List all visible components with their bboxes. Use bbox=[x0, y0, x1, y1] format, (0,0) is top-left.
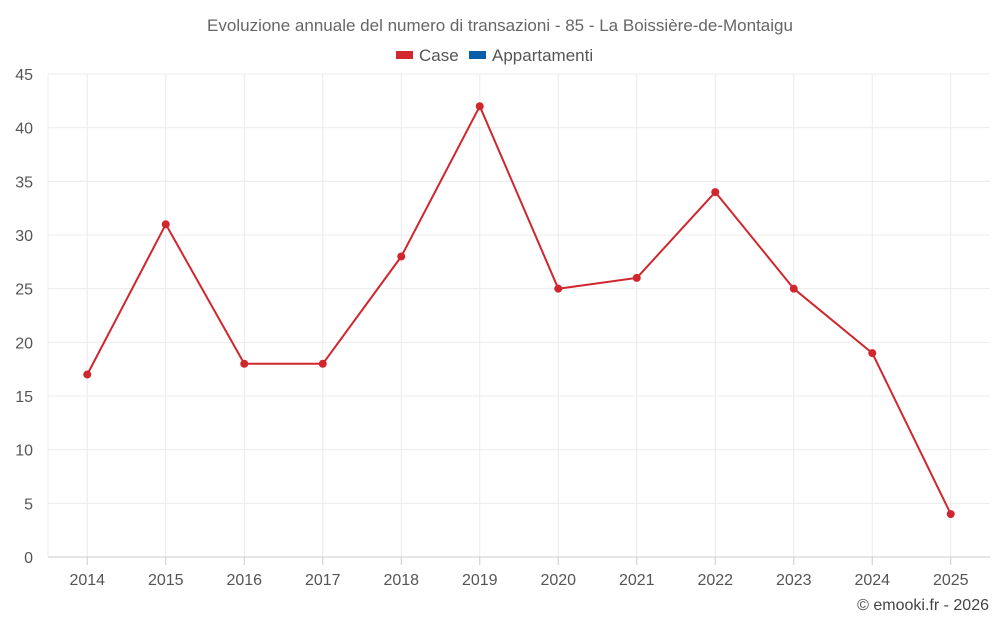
data-point[interactable] bbox=[868, 349, 877, 358]
legend-item-appartamenti[interactable]: Appartamenti bbox=[469, 46, 593, 65]
data-point[interactable] bbox=[632, 273, 641, 282]
series-line-case bbox=[86, 105, 952, 515]
series-layer bbox=[83, 102, 955, 519]
data-point[interactable] bbox=[711, 188, 720, 197]
y-tick-label: 5 bbox=[24, 496, 33, 513]
grid-lines bbox=[48, 73, 990, 557]
y-tick-label: 0 bbox=[24, 550, 33, 567]
y-tick-label: 40 bbox=[15, 121, 33, 138]
data-point[interactable] bbox=[397, 252, 406, 261]
data-point[interactable] bbox=[789, 284, 798, 293]
x-tick-label: 2017 bbox=[305, 572, 341, 589]
y-tick-label: 35 bbox=[15, 174, 33, 191]
x-tick-label: 2024 bbox=[854, 572, 890, 589]
x-tick-label: 2021 bbox=[619, 572, 655, 589]
data-point[interactable] bbox=[475, 102, 484, 111]
legend-item-case[interactable]: Case bbox=[396, 46, 459, 65]
x-tick-label: 2022 bbox=[697, 572, 733, 589]
data-point[interactable] bbox=[946, 510, 955, 519]
y-tick-label: 45 bbox=[15, 67, 33, 84]
x-tick-label: 2020 bbox=[540, 572, 576, 589]
y-tick-label: 20 bbox=[15, 335, 33, 352]
x-tick-label: 2016 bbox=[226, 572, 262, 589]
y-tick-label: 15 bbox=[15, 389, 33, 406]
legend-swatch bbox=[469, 51, 486, 59]
x-tick-label: 2014 bbox=[69, 572, 105, 589]
x-tick-label: 2018 bbox=[383, 572, 419, 589]
data-point[interactable] bbox=[240, 359, 249, 368]
y-axis: 0 5 10 15 20 25 30 35 40 45 bbox=[15, 67, 49, 567]
legend: Case Appartamenti bbox=[396, 46, 593, 65]
y-tick-label: 10 bbox=[15, 443, 33, 460]
y-tick-label: 30 bbox=[15, 228, 33, 245]
data-point[interactable] bbox=[554, 284, 563, 293]
x-tick-label: 2019 bbox=[462, 572, 498, 589]
data-point[interactable] bbox=[318, 359, 327, 368]
x-tick-label: 2025 bbox=[933, 572, 969, 589]
y-tick-label: 25 bbox=[15, 282, 33, 299]
legend-swatch bbox=[396, 51, 413, 59]
credit-label: © emooki.fr - 2026 bbox=[857, 597, 989, 614]
legend-label: Case bbox=[419, 46, 459, 65]
x-axis: 2014 2015 2016 2017 2018 2019 2020 2021 2022 2023… bbox=[48, 556, 990, 589]
legend-label: Appartamenti bbox=[492, 46, 593, 65]
data-point[interactable] bbox=[83, 370, 92, 379]
x-tick-label: 2015 bbox=[148, 572, 184, 589]
x-tick-label: 2023 bbox=[776, 572, 812, 589]
data-point[interactable] bbox=[161, 220, 170, 229]
chart-title: Evoluzione annuale del numero di transaz… bbox=[207, 16, 793, 35]
